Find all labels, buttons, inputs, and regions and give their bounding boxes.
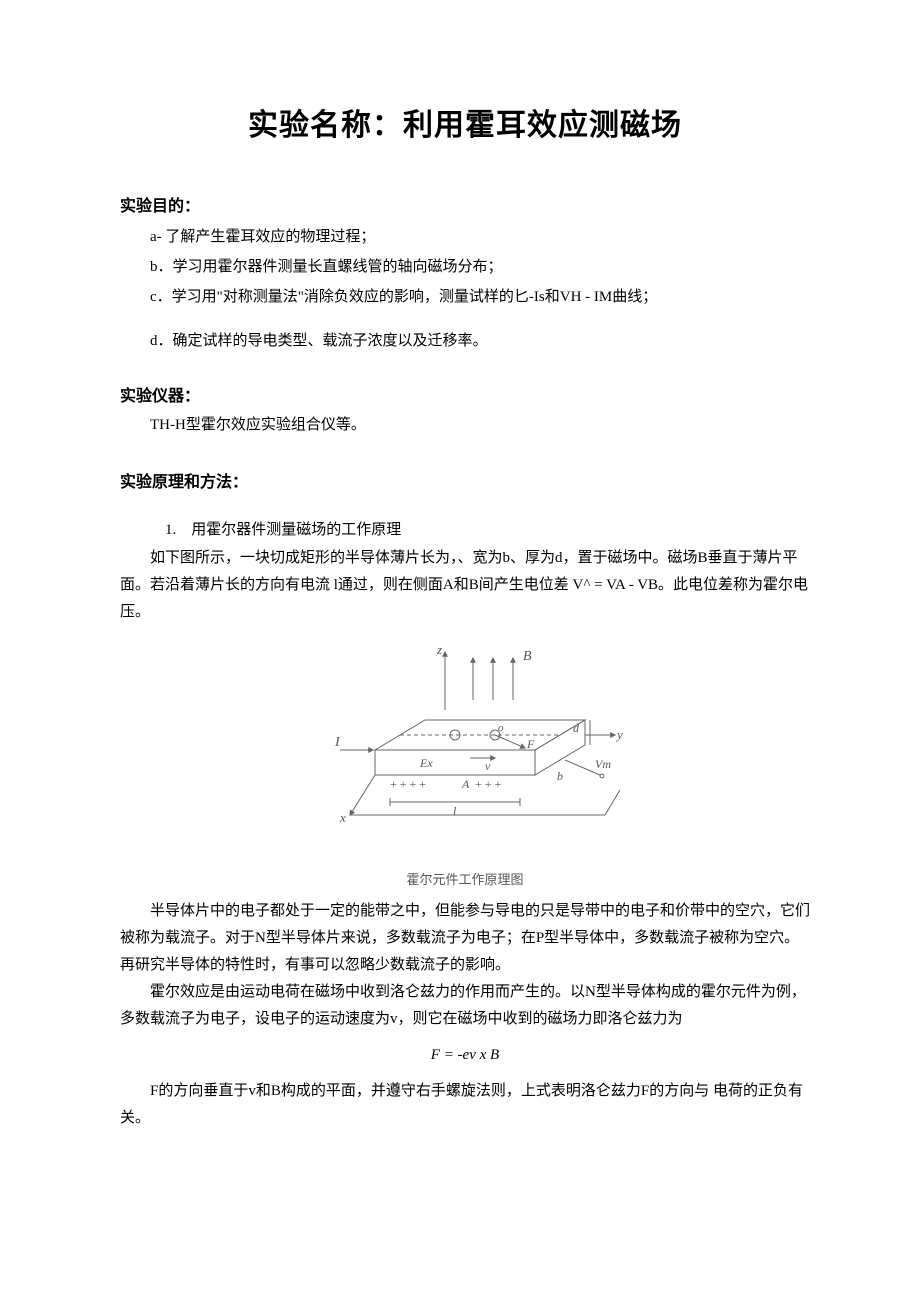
- principle-subheading: 1. 用霍尔器件测量磁场的工作原理: [165, 516, 810, 545]
- hall-figure: z B o F v I: [120, 640, 810, 888]
- instruments-heading: 实验仪器：: [120, 382, 810, 406]
- label-x: x: [339, 810, 346, 825]
- lorentz-formula: F = -ev x B: [120, 1047, 810, 1064]
- label-l: l: [453, 804, 457, 818]
- label-Vm: Vm: [595, 757, 611, 771]
- principle-heading: 实验原理和方法：: [120, 468, 810, 492]
- label-B: B: [523, 649, 532, 664]
- label-v: v: [485, 759, 491, 773]
- principle-p3: F的方向垂直于v和B构成的平面，并遵守右手螺旋法则，上式表明洛仑兹力F的方向与 …: [120, 1078, 810, 1132]
- principle-p2b: 霍尔效应是由运动电荷在磁场中收到洛仑兹力的作用而产生的。以N型半导体构成的霍尔元…: [120, 979, 810, 1033]
- purpose-item-c: c．学习用"对称测量法"消除负效应的影响，测量试样的匕-Is和VH - IM曲线…: [150, 282, 810, 312]
- label-y: y: [615, 727, 623, 742]
- principle-p2a: 半导体片中的电子都处于一定的能带之中，但能参与导电的只是导带中的电子和价带中的空…: [120, 898, 810, 979]
- label-z: z: [436, 642, 442, 657]
- label-Ex: Ex: [419, 756, 433, 770]
- figure-caption: 霍尔元件工作原理图: [120, 869, 810, 888]
- purpose-heading: 实验目的：: [120, 192, 810, 216]
- svg-text:+ + + +: + + + +: [390, 777, 426, 791]
- purpose-item-a: a- 了解产生霍耳效应的物理过程；: [150, 222, 810, 252]
- document-title: 实验名称：利用霍耳效应测磁场: [120, 100, 810, 144]
- label-I: I: [334, 735, 341, 750]
- svg-text:+ + +: + + +: [475, 777, 502, 791]
- purpose-item-d: d．确定试样的导电类型、载流子浓度以及迁移率。: [150, 326, 810, 356]
- principle-p1: 如下图所示，一块切成矩形的半导体薄片长为，、宽为b、厚为d，置于磁场中。磁场B垂…: [120, 545, 810, 626]
- instruments-body: TH-H型霍尔效应实验组合仪等。: [120, 412, 810, 438]
- label-A: A: [461, 777, 470, 791]
- label-b: b: [557, 769, 563, 783]
- label-d: d: [573, 721, 580, 735]
- purpose-item-b: b．学习用霍尔器件测量长直螺线管的轴向磁场分布；: [150, 252, 810, 282]
- hall-diagram-svg: z B o F v I: [295, 640, 635, 860]
- label-F: F: [526, 737, 535, 751]
- document-page: 实验名称：利用霍耳效应测磁场 实验目的： a- 了解产生霍耳效应的物理过程； b…: [0, 0, 920, 1302]
